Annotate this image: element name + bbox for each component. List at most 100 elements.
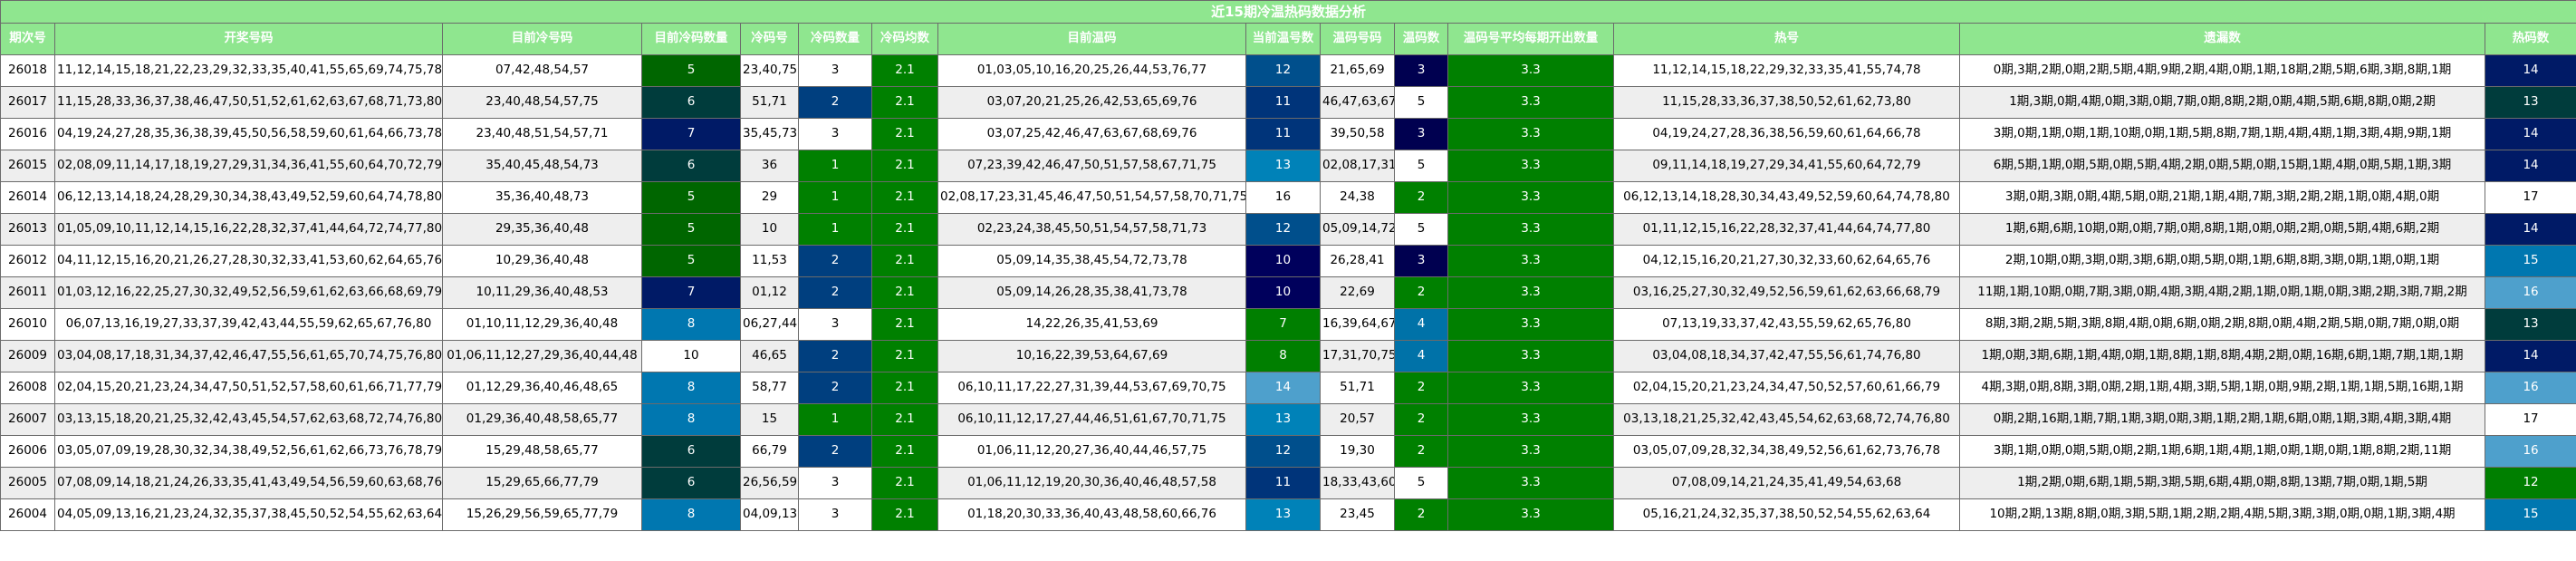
cold-count-cell: 5 (641, 54, 741, 87)
warm-avg-cell: 3.3 (1447, 86, 1614, 119)
cold-avg-cell: 2.1 (871, 245, 938, 277)
miss-cell: 3期,0期,1期,0期,1期,10期,0期,1期,5期,8期,7期,1期,4期,… (1959, 118, 2485, 150)
hot-count-cell: 13 (2484, 86, 2576, 119)
draw-numbers-cell: 03,13,15,18,20,21,25,32,42,43,45,54,57,6… (54, 403, 443, 436)
draw-numbers-cell: 06,07,13,16,19,27,33,37,39,42,43,44,55,5… (54, 308, 443, 341)
cold-hit-count-cell: 3 (798, 467, 872, 499)
column-header: 目前温码 (937, 23, 1246, 55)
miss-cell: 2期,10期,0期,3期,0期,3期,6期,0期,5期,0期,1期,6期,8期,… (1959, 245, 2485, 277)
period-cell: 26018 (0, 54, 55, 87)
cold-hit-count-cell: 1 (798, 181, 872, 214)
cold-hit-cell: 23,40,75 (740, 54, 799, 87)
cold-count-cell: 5 (641, 181, 741, 214)
miss-cell: 1期,0期,3期,6期,1期,4期,0期,1期,8期,1期,8期,4期,2期,0… (1959, 340, 2485, 372)
miss-cell: 8期,3期,2期,5期,3期,8期,4期,0期,6期,0期,2期,8期,0期,4… (1959, 308, 2485, 341)
table-row: 26015 02,08,09,11,14,17,18,19,27,29,31,34… (0, 150, 2576, 182)
warm-hit-cell: 17,31,70,75 (1320, 340, 1395, 372)
cold-hit-count-cell: 1 (798, 403, 872, 436)
warm-avg-cell: 3.3 (1447, 54, 1614, 87)
cold-avg-cell: 2.1 (871, 54, 938, 87)
table-row: 26009 03,04,08,17,18,31,34,37,42,46,47,55… (0, 340, 2576, 372)
cold-numbers-cell: 10,11,29,36,40,48,53 (442, 276, 642, 309)
cold-count-cell: 7 (641, 276, 741, 309)
draw-numbers-cell: 06,12,13,14,18,24,28,29,30,34,38,43,49,5… (54, 181, 443, 214)
cold-hit-cell: 46,65 (740, 340, 799, 372)
hot-numbers-cell: 06,12,13,14,18,28,30,34,43,49,52,59,60,6… (1613, 181, 1960, 214)
hot-count-cell: 16 (2484, 276, 2576, 309)
table-row: 26016 04,19,24,27,28,35,36,38,39,45,50,56… (0, 118, 2576, 150)
header-row: 期次号 开奖号码 目前冷号码 目前冷码数量 冷码号 冷码数量 冷码均数 目前温码 当前温号数 温码… (0, 23, 2576, 55)
cold-hit-count-cell: 3 (798, 54, 872, 87)
miss-cell: 1期,3期,0期,4期,0期,3期,0期,7期,0期,8期,2期,0期,4期,5… (1959, 86, 2485, 119)
draw-numbers-cell: 03,04,08,17,18,31,34,37,42,46,47,55,56,6… (54, 340, 443, 372)
cold-hit-cell: 36 (740, 150, 799, 182)
table-row: 26007 03,13,15,18,20,21,25,32,42,43,45,54… (0, 403, 2576, 436)
hot-count-cell: 17 (2484, 403, 2576, 436)
hot-count-cell: 15 (2484, 498, 2576, 531)
period-cell: 26017 (0, 86, 55, 119)
cold-count-cell: 8 (641, 372, 741, 404)
hot-count-cell: 17 (2484, 181, 2576, 214)
cold-count-cell: 6 (641, 435, 741, 468)
hot-numbers-cell: 09,11,14,18,19,27,29,34,41,55,60,64,72,7… (1613, 150, 1960, 182)
warm-avg-cell: 3.3 (1447, 372, 1614, 404)
cold-hit-count-cell: 3 (798, 118, 872, 150)
miss-cell: 0期,2期,16期,1期,7期,1期,3期,0期,3期,1期,2期,1期,6期,… (1959, 403, 2485, 436)
cold-avg-cell: 2.1 (871, 340, 938, 372)
cold-numbers-cell: 15,29,65,66,77,79 (442, 467, 642, 499)
hot-count-cell: 14 (2484, 340, 2576, 372)
draw-numbers-cell: 04,19,24,27,28,35,36,38,39,45,50,56,58,5… (54, 118, 443, 150)
column-header: 冷码数量 (798, 23, 872, 55)
warm-count-cell: 10 (1245, 245, 1321, 277)
miss-cell: 1期,6期,6期,10期,0期,0期,7期,0期,8期,1期,0期,0期,2期,… (1959, 213, 2485, 246)
cold-hit-count-cell: 2 (798, 86, 872, 119)
cold-numbers-cell: 01,29,36,40,48,58,65,77 (442, 403, 642, 436)
hot-count-cell: 15 (2484, 245, 2576, 277)
warm-hit-cell: 22,69 (1320, 276, 1395, 309)
table-row: 26010 06,07,13,16,19,27,33,37,39,42,43,44… (0, 308, 2576, 341)
draw-numbers-cell: 01,05,09,10,11,12,14,15,16,22,28,32,37,4… (54, 213, 443, 246)
cold-numbers-cell: 35,40,45,48,54,73 (442, 150, 642, 182)
table-row: 26014 06,12,13,14,18,24,28,29,30,34,38,43… (0, 181, 2576, 214)
column-header: 当前温号数 (1245, 23, 1321, 55)
warm-hit-count-cell: 5 (1394, 213, 1448, 246)
cold-avg-cell: 2.1 (871, 150, 938, 182)
column-header: 温码数 (1394, 23, 1448, 55)
miss-cell: 3期,1期,0期,0期,5期,0期,2期,1期,6期,1期,4期,1期,0期,1… (1959, 435, 2485, 468)
miss-cell: 11期,1期,10期,0期,7期,3期,0期,4期,3期,4期,2期,1期,0期… (1959, 276, 2485, 309)
warm-hit-count-cell: 2 (1394, 276, 1448, 309)
draw-numbers-cell: 03,05,07,09,19,28,30,32,34,38,49,52,56,6… (54, 435, 443, 468)
cold-hit-cell: 35,45,73 (740, 118, 799, 150)
cold-count-cell: 6 (641, 86, 741, 119)
hot-count-cell: 13 (2484, 308, 2576, 341)
hot-count-cell: 14 (2484, 54, 2576, 87)
hot-count-cell: 14 (2484, 118, 2576, 150)
cold-hit-count-cell: 2 (798, 340, 872, 372)
cold-hit-cell: 29 (740, 181, 799, 214)
cold-count-cell: 5 (641, 245, 741, 277)
hot-count-cell: 16 (2484, 435, 2576, 468)
table-row: 26008 02,04,15,20,21,23,24,34,47,50,51,52… (0, 372, 2576, 404)
cold-hit-count-cell: 2 (798, 276, 872, 309)
warm-hit-count-cell: 3 (1394, 54, 1448, 87)
cold-hit-cell: 06,27,44 (740, 308, 799, 341)
warm-numbers-cell: 01,03,05,10,16,20,25,26,44,53,76,77 (937, 54, 1246, 87)
warm-numbers-cell: 03,07,25,42,46,47,63,67,68,69,76 (937, 118, 1246, 150)
warm-count-cell: 12 (1245, 213, 1321, 246)
miss-cell: 6期,5期,1期,0期,5期,0期,5期,4期,2期,0期,5期,0期,15期,… (1959, 150, 2485, 182)
table-row: 26017 11,15,28,33,36,37,38,46,47,50,51,52… (0, 86, 2576, 119)
cold-hit-count-cell: 2 (798, 435, 872, 468)
warm-hit-cell: 18,33,43,60,76 (1320, 467, 1395, 499)
hot-count-cell: 14 (2484, 213, 2576, 246)
warm-numbers-cell: 01,18,20,30,33,36,40,43,48,58,60,66,76 (937, 498, 1246, 531)
cold-hit-cell: 11,53 (740, 245, 799, 277)
cold-avg-cell: 2.1 (871, 213, 938, 246)
warm-numbers-cell: 07,23,39,42,46,47,50,51,57,58,67,71,75 (937, 150, 1246, 182)
warm-avg-cell: 3.3 (1447, 467, 1614, 499)
column-header: 开奖号码 (54, 23, 443, 55)
warm-count-cell: 14 (1245, 372, 1321, 404)
table-row: 26011 01,03,12,16,22,25,27,30,32,49,52,56… (0, 276, 2576, 309)
warm-avg-cell: 3.3 (1447, 118, 1614, 150)
cold-hit-cell: 10 (740, 213, 799, 246)
cold-hit-count-cell: 1 (798, 150, 872, 182)
